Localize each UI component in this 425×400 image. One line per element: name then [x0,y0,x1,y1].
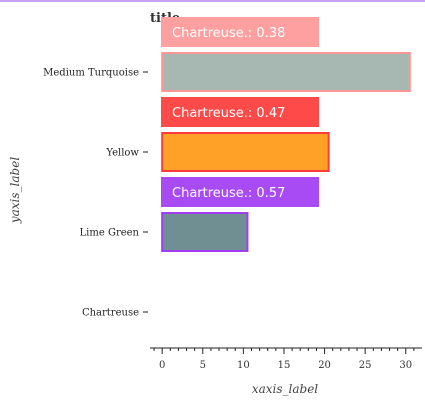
y-tick-label: Chartreuse [82,308,139,319]
y-axis-ticks: Medium Turquoise Yellow Lime Green Chartreu… [43,68,148,319]
annotation-label: Chartreuse.: 0.47 [172,106,285,121]
x-tick-label: 10 [237,360,250,371]
x-axis-label: xaxis_label [252,382,318,396]
annotation-box [161,17,319,47]
x-tick-label: 20 [318,360,331,371]
bar [161,52,411,92]
annotation-label: Chartreuse.: 0.57 [172,186,285,201]
x-tick-label: 30 [399,360,412,371]
annotations: Chartreuse.: 0.38 Chartreuse.: 0.47 Chartr… [161,17,319,207]
plot-area [161,52,411,252]
annotation-label: Chartreuse.: 0.38 [172,26,285,41]
x-tick-label: 5 [200,360,206,371]
x-axis-ticks: 0 5 10 15 20 25 30 [153,348,415,371]
y-tick-label: Lime Green [80,228,140,239]
y-tick-label: Yellow [105,148,139,159]
bar [161,132,330,172]
y-axis-label: yaxis_label [8,157,22,224]
x-tick-label: 25 [359,360,372,371]
annotation-box [161,97,319,127]
y-tick-label: Medium Turquoise [43,68,139,79]
annotation-box [161,177,319,207]
bar [161,212,249,252]
x-tick-label: 0 [159,360,165,371]
x-tick-label: 15 [278,360,291,371]
